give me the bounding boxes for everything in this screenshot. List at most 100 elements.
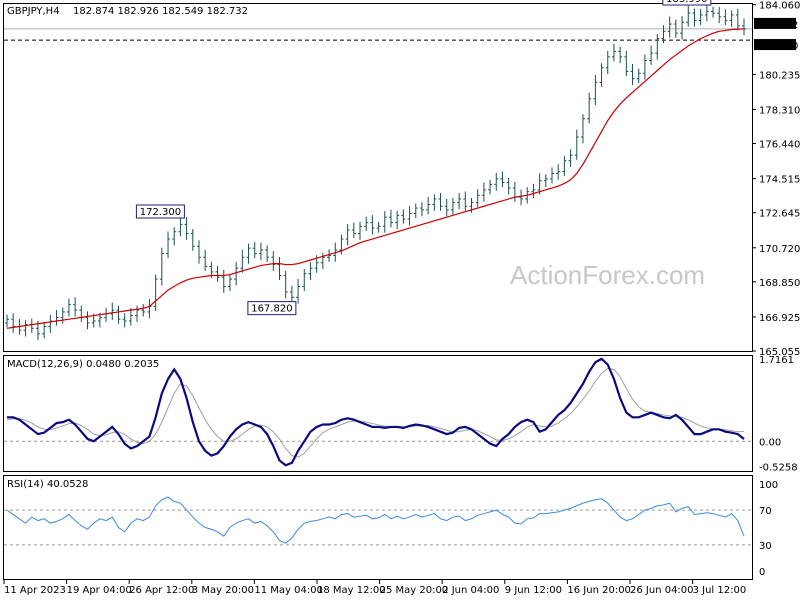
ohlc-bar — [618, 46, 623, 64]
ohlc-bar — [147, 298, 152, 319]
ohlc-bar — [382, 211, 387, 233]
ohlc-bar — [568, 149, 573, 168]
x-tick-label: 3 May 20:00 — [192, 585, 254, 596]
price-annotation: 167.820 — [247, 301, 297, 316]
ohlc-bar — [296, 278, 301, 304]
x-tick-label: 26 Apr 12:00 — [129, 585, 194, 596]
ohlc-bar — [23, 320, 28, 337]
ohlc-bar — [358, 221, 363, 240]
ohlc-bar — [60, 307, 65, 324]
ohlc-bar — [630, 63, 635, 86]
rsi-line — [6, 496, 745, 544]
symbol-timeframe: GBPJPY,H4 — [7, 6, 60, 17]
ohlc-bar — [153, 274, 158, 312]
ohlc-bar — [327, 249, 332, 262]
ohlc-bar — [488, 179, 493, 195]
ohlc-bar — [475, 189, 480, 208]
ohlc-bar — [692, 8, 697, 27]
ohlc-bar — [203, 249, 208, 271]
price-tick-label: 174.515 — [759, 175, 800, 186]
ohlc-bar — [723, 9, 728, 25]
ohlc-bar — [587, 92, 592, 124]
rsi-tick-label: 70 — [759, 506, 772, 517]
macd-tick-label: 1.7161 — [759, 355, 794, 366]
ohlc-bar — [450, 198, 455, 215]
ohlc-bar — [444, 198, 449, 217]
ohlc-bar — [580, 114, 585, 144]
ohlc-bar — [717, 7, 722, 24]
ohlc-bar — [265, 245, 270, 262]
ohlc-bar — [234, 262, 239, 286]
ohlc-bar — [642, 54, 647, 80]
macd-line — [7, 357, 745, 467]
ohlc-bar — [457, 192, 462, 209]
current-price-label-box — [754, 17, 796, 29]
ohlc-bar — [704, 3, 709, 22]
price-annotation: 172.300 — [135, 204, 185, 219]
ohlc-bar — [698, 8, 703, 25]
ohlc-bar — [320, 252, 325, 270]
ohlc-bar — [258, 242, 263, 260]
ohlc-bar — [401, 209, 406, 224]
ohlc-bar — [636, 68, 641, 84]
ohlc-bar — [221, 269, 226, 293]
price-panel-frame — [3, 3, 753, 352]
x-tick-label: 19 Apr 04:00 — [67, 585, 132, 596]
ohlc-bar — [141, 304, 146, 317]
watermark: ActionForex.com — [510, 260, 705, 290]
ohlc-bar — [562, 156, 567, 177]
ohlc-bar — [246, 243, 251, 264]
ohlc-bar — [667, 16, 672, 38]
ohlc-bar — [97, 312, 102, 328]
ohlc-bar — [388, 209, 393, 228]
ohlc-bar — [227, 274, 232, 291]
ohlc-bar — [42, 321, 47, 339]
ohlc-bar — [512, 182, 517, 202]
price-tick-label: 184.060 — [759, 1, 800, 12]
ohlc-bar — [593, 74, 598, 106]
rsi-tick-label: 100 — [759, 480, 778, 491]
ohlc-bar — [5, 314, 9, 328]
ohlc-bar — [426, 196, 431, 215]
x-tick-label: 16 Jun 20:00 — [567, 585, 631, 596]
ohlc-bar — [673, 19, 678, 38]
ohlc-bar — [655, 34, 660, 60]
ohlc-bar — [680, 16, 685, 40]
x-tick-label: 3 Jul 12:00 — [693, 585, 747, 596]
ohlc-bar — [574, 129, 579, 160]
ohlc-bar — [432, 194, 437, 211]
ohlc-bar — [519, 189, 524, 206]
ohlc-bar — [345, 223, 350, 246]
rsi-tick-label: 30 — [759, 541, 772, 552]
dashed-level-label-box — [754, 39, 796, 51]
ohlc-readout: 182.874 182.926 182.549 182.732 — [73, 6, 248, 17]
ohlc-bar — [481, 182, 486, 202]
ohlc-bar — [122, 313, 127, 328]
price-tick-label: 165.055 — [759, 347, 800, 358]
ohlc-bar — [351, 222, 356, 239]
ohlc-bar — [196, 240, 201, 264]
ohlc-bar — [54, 309, 59, 326]
x-tick-label: 11 Apr 2023 — [4, 585, 66, 596]
ohlc-bar — [550, 167, 555, 184]
ohlc-bar — [240, 249, 245, 273]
ohlc-bar — [735, 8, 740, 31]
ohlc-bar — [395, 210, 400, 230]
ohlc-bar — [29, 318, 34, 333]
price-annotation: 183.990 — [662, 0, 712, 6]
ohlc-bar — [506, 178, 511, 195]
ohlc-bar — [407, 206, 412, 226]
ohlc-bar — [611, 43, 616, 62]
price-tick-label: 178.310 — [759, 105, 800, 116]
ohlc-bar — [364, 216, 369, 231]
price-tick-label: 168.850 — [759, 278, 800, 289]
macd-tick-label: -0.5258 — [759, 462, 798, 473]
ohlc-bar — [178, 218, 183, 237]
ohlc-bar — [302, 269, 307, 291]
ohlc-bar — [73, 297, 78, 317]
rsi-panel-frame — [3, 475, 753, 580]
ohlc-bar — [184, 216, 189, 240]
dashed-level-label: 182.120 — [757, 41, 798, 52]
ohlc-bar — [463, 191, 468, 211]
